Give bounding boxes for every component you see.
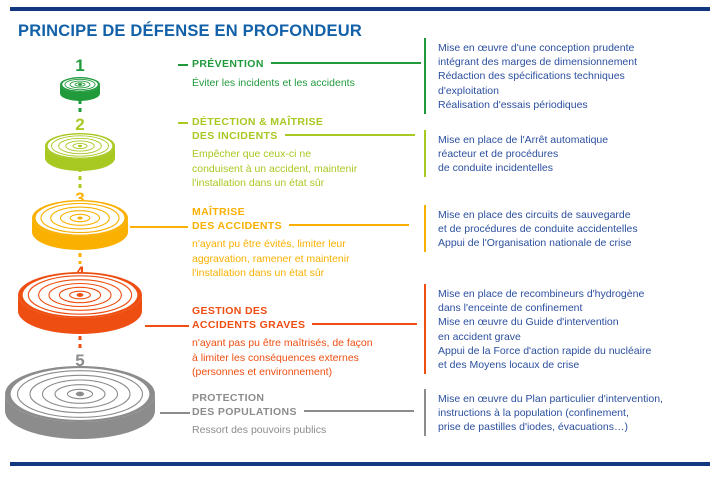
heading-underline-5 <box>303 409 414 412</box>
subtitle-line: n'ayant pu être évités, limiter leur <box>192 238 346 250</box>
subtitle-line: l'installation dans un état sûr <box>192 267 325 279</box>
heading-underline-4 <box>312 322 418 325</box>
subtitle-line: Empêcher que ceux-ci ne <box>192 148 312 160</box>
heading-underline-2 <box>284 133 415 136</box>
heading-underline-1 <box>270 62 421 65</box>
top-rule <box>10 7 710 11</box>
detail-line: Rédaction des spécifications techniques <box>438 70 625 83</box>
level-heading-2: DÉTECTION & MAÎTRISE <box>192 116 324 128</box>
detail-accent-bar-3 <box>424 205 426 252</box>
dashed-connector-3 <box>78 245 82 264</box>
level-subtitle-3: n'ayant pu être évités, limiter leur aggr… <box>192 237 409 281</box>
detail-line: dans l'enceinte de confinement <box>438 302 583 315</box>
level-heading-3: MAÎTRISE <box>192 206 245 218</box>
detail-accent-bar-5 <box>424 389 426 436</box>
level-details-1: Mise en œuvre d'une conception prudente i… <box>430 41 637 112</box>
barrier-disc-3 <box>28 194 132 270</box>
level-heading-1: PRÉVENTION <box>192 58 421 72</box>
detail-line: et de procédures de conduite accidentell… <box>438 223 638 236</box>
subtitle-line: à limiter les conséquences externes <box>192 351 359 364</box>
dashed-connector-1 <box>78 100 82 116</box>
barrier-disc-4 <box>14 266 146 356</box>
level-details-2: Mise en place de l'Arrêt automatique réac… <box>430 133 608 176</box>
subtitle-line: conduisent à un accident, maintenir <box>192 162 358 175</box>
barrier-disc-5 <box>1 360 159 462</box>
dashed-connector-2 <box>78 168 82 190</box>
detail-line: Mise en œuvre du Guide d'intervention <box>438 316 619 329</box>
level-subtitle-4: n'ayant pas pu être maîtrisés, de façon à… <box>192 336 417 380</box>
leader-line-4 <box>145 325 189 327</box>
leader-line-2 <box>178 122 188 124</box>
detail-line: Mise en œuvre du Plan particulier d'inte… <box>438 393 663 405</box>
detail-accent-bar-2 <box>424 130 426 177</box>
detail-line: Réalisation d'essais périodiques <box>438 98 588 111</box>
level-heading-4: GESTION DES <box>192 305 268 317</box>
level-heading-2: DES INCIDENTS <box>192 130 415 144</box>
level-number-2: 2 <box>75 115 85 134</box>
leader-line-3 <box>130 226 188 228</box>
subtitle-line: Éviter les incidents et les accidents <box>192 76 355 89</box>
subtitle-line: aggravation, ramener et maintenir <box>192 252 350 265</box>
detail-line: instructions à la population (confinemen… <box>438 407 629 420</box>
dashed-connector-4 <box>78 328 82 352</box>
detail-line: Mise en place des circuits de sauvegarde <box>438 209 631 221</box>
level-details-5: Mise en œuvre du Plan particulier d'inte… <box>430 392 663 435</box>
subtitle-line: (personnes et environnement) <box>192 366 333 378</box>
level-number-1: 1 <box>75 56 85 75</box>
detail-line: Appui de l'Organisation nationale de cri… <box>438 237 632 250</box>
level-number-3: 3 <box>75 189 85 208</box>
detail-line: intégrant des marges de dimensionnement <box>438 56 638 69</box>
level-subtitle-5: Ressort des pouvoirs publics <box>192 423 414 438</box>
bottom-rule <box>10 462 710 466</box>
leader-line-1 <box>178 64 188 66</box>
level-heading-4: ACCIDENTS GRAVES <box>192 319 418 333</box>
leader-line-5 <box>160 412 190 414</box>
barrier-disc-2 <box>41 127 119 189</box>
detail-line: en accident grave <box>438 330 521 343</box>
level-block-2: DÉTECTION & MAÎTRISE DES INCIDENTS Empêche… <box>192 116 415 191</box>
level-number-5: 5 <box>75 351 85 370</box>
level-subtitle-2: Empêcher que ceux-ci ne conduisent à un a… <box>192 147 415 191</box>
disc-column: 12345 <box>0 0 180 479</box>
subtitle-line: l'installation dans un état sûr <box>192 177 325 189</box>
detail-line: Mise en œuvre d'une conception prudente <box>438 42 635 54</box>
level-heading-5: DES POPULATIONS <box>192 406 414 420</box>
barrier-disc-1 <box>56 71 104 116</box>
subtitle-line: Ressort des pouvoirs publics <box>192 424 327 436</box>
detail-line: Appui de la Force d'action rapide du nuc… <box>438 344 652 357</box>
detail-line: d'exploitation <box>438 84 499 97</box>
level-block-5: PROTECTION DES POPULATIONS Ressort des pou… <box>192 392 414 438</box>
heading-underline-3 <box>288 223 409 226</box>
level-subtitle-1: Éviter les incidents et les accidents <box>192 76 421 91</box>
detail-line: prise de pastilles d'iodes, évacuations…… <box>438 421 628 434</box>
detail-line: de conduite incidentelles <box>438 162 553 175</box>
level-heading-5: PROTECTION <box>192 392 265 404</box>
level-block-3: MAÎTRISE DES ACCIDENTS n'ayant pu être évi… <box>192 206 409 281</box>
detail-line: et des Moyens locaux de crise <box>438 359 580 372</box>
page-title: PRINCIPE DE DÉFENSE EN PROFONDEUR <box>18 22 362 40</box>
detail-line: Mise en place de recombineurs d'hydrogèn… <box>438 288 645 300</box>
level-heading-3: DES ACCIDENTS <box>192 220 409 234</box>
detail-line: Mise en place de l'Arrêt automatique <box>438 134 609 146</box>
subtitle-line: n'ayant pas pu être maîtrisés, de façon <box>192 337 373 349</box>
level-details-4: Mise en place de recombineurs d'hydrogèn… <box>430 287 651 372</box>
detail-accent-bar-1 <box>424 38 426 114</box>
level-block-1: PRÉVENTION Éviter les incidents et les ac… <box>192 58 421 90</box>
level-details-3: Mise en place des circuits de sauvegarde… <box>430 208 638 251</box>
detail-line: réacteur et de procédures <box>438 148 559 161</box>
level-block-4: GESTION DES ACCIDENTS GRAVES n'ayant pas p… <box>192 305 418 380</box>
detail-accent-bar-4 <box>424 284 426 374</box>
